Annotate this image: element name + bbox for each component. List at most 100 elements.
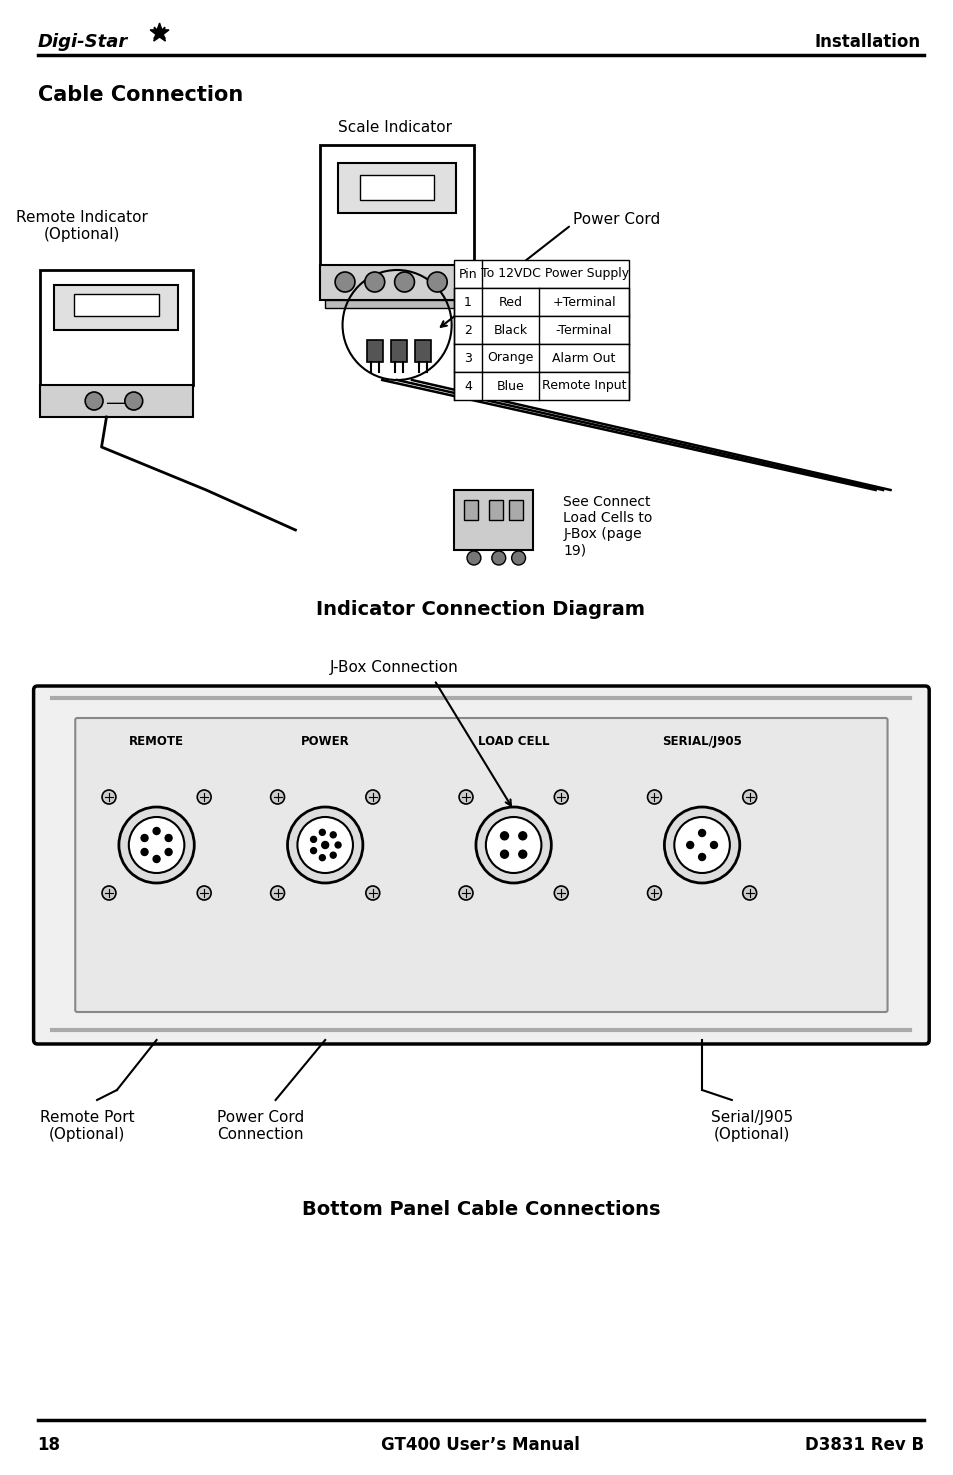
Circle shape (458, 791, 473, 804)
Circle shape (297, 817, 353, 873)
Bar (508, 500, 522, 521)
Text: LOAD CELL: LOAD CELL (477, 735, 549, 748)
Text: Installation: Installation (813, 32, 920, 52)
Text: Remote Indicator
(Optional): Remote Indicator (Optional) (16, 209, 148, 242)
FancyBboxPatch shape (75, 718, 886, 1012)
Bar (415, 341, 431, 361)
Circle shape (125, 392, 143, 410)
Circle shape (364, 271, 384, 292)
Circle shape (458, 886, 473, 900)
Circle shape (319, 829, 325, 835)
Circle shape (335, 271, 355, 292)
Text: Cable Connection: Cable Connection (37, 86, 243, 105)
Text: 3: 3 (463, 351, 472, 364)
Text: Red: Red (498, 295, 522, 308)
Text: Remote Port
(Optional): Remote Port (Optional) (40, 1111, 134, 1143)
Text: Orange: Orange (487, 351, 534, 364)
Text: Bottom Panel Cable Connections: Bottom Panel Cable Connections (301, 1201, 659, 1218)
Circle shape (698, 829, 705, 836)
Circle shape (365, 886, 379, 900)
Circle shape (485, 817, 541, 873)
FancyBboxPatch shape (454, 490, 533, 550)
Text: 4: 4 (463, 379, 472, 392)
Circle shape (467, 552, 480, 565)
Circle shape (330, 853, 335, 858)
Bar (454, 344, 628, 372)
Circle shape (742, 886, 756, 900)
Polygon shape (150, 24, 169, 41)
Circle shape (554, 886, 568, 900)
Bar (454, 372, 628, 400)
FancyBboxPatch shape (320, 145, 474, 266)
Text: Serial/J905
(Optional): Serial/J905 (Optional) (710, 1111, 792, 1143)
FancyBboxPatch shape (39, 270, 193, 385)
Bar (454, 288, 628, 316)
Circle shape (271, 791, 284, 804)
Circle shape (518, 832, 526, 839)
Circle shape (102, 886, 116, 900)
Circle shape (129, 817, 184, 873)
Circle shape (85, 392, 103, 410)
Text: J-Box Connection: J-Box Connection (330, 659, 458, 676)
Bar (454, 316, 628, 344)
Circle shape (698, 854, 705, 860)
Text: Scale Indicator: Scale Indicator (337, 119, 451, 136)
Circle shape (141, 835, 148, 842)
Bar (74, 294, 158, 316)
Text: REMOTE: REMOTE (129, 735, 184, 748)
Circle shape (647, 886, 660, 900)
Circle shape (365, 791, 379, 804)
Circle shape (500, 850, 508, 858)
Bar (39, 385, 193, 417)
Circle shape (500, 832, 508, 839)
Circle shape (197, 791, 211, 804)
Text: +Terminal: +Terminal (552, 295, 616, 308)
Text: -Terminal: -Terminal (556, 323, 612, 336)
Bar (454, 260, 628, 288)
Text: Blue: Blue (497, 379, 524, 392)
Circle shape (311, 848, 316, 854)
Bar (488, 500, 502, 521)
Circle shape (287, 807, 362, 884)
Text: 2: 2 (463, 323, 472, 336)
Text: 1: 1 (463, 295, 472, 308)
Circle shape (647, 791, 660, 804)
Circle shape (197, 886, 211, 900)
Text: GT400 User’s Manual: GT400 User’s Manual (381, 1437, 579, 1454)
Circle shape (395, 271, 414, 292)
Text: To 12VDC Power Supply: To 12VDC Power Supply (480, 267, 629, 280)
Circle shape (141, 848, 148, 855)
Circle shape (335, 842, 341, 848)
Text: Indicator Connection Diagram: Indicator Connection Diagram (316, 600, 645, 620)
Text: Power Cord: Power Cord (573, 212, 659, 227)
Circle shape (554, 791, 568, 804)
Text: Pin: Pin (458, 267, 476, 280)
Text: SERIAL/J905: SERIAL/J905 (661, 735, 741, 748)
Bar (325, 299, 469, 308)
Bar (359, 176, 434, 201)
Circle shape (102, 791, 116, 804)
Text: See Connect
Load Cells to
J-Box (page
19): See Connect Load Cells to J-Box (page 19… (562, 496, 652, 558)
Text: ━━━━: ━━━━ (107, 398, 127, 407)
Text: Remote Input: Remote Input (541, 379, 626, 392)
Circle shape (319, 854, 325, 861)
Circle shape (511, 552, 525, 565)
Circle shape (674, 817, 729, 873)
Text: Digi-Star: Digi-Star (37, 32, 128, 52)
Circle shape (152, 855, 160, 863)
Text: Power Cord
Connection: Power Cord Connection (217, 1111, 304, 1143)
Circle shape (165, 848, 172, 855)
Text: Black: Black (493, 323, 527, 336)
Bar (463, 500, 477, 521)
Bar (367, 341, 383, 361)
Circle shape (492, 552, 505, 565)
Text: 18: 18 (37, 1437, 60, 1454)
Circle shape (330, 832, 335, 838)
Circle shape (119, 807, 194, 884)
Circle shape (742, 791, 756, 804)
Circle shape (165, 835, 172, 842)
Circle shape (710, 842, 717, 848)
Text: POWER: POWER (300, 735, 349, 748)
Text: D3831 Rev B: D3831 Rev B (804, 1437, 923, 1454)
Circle shape (476, 807, 551, 884)
